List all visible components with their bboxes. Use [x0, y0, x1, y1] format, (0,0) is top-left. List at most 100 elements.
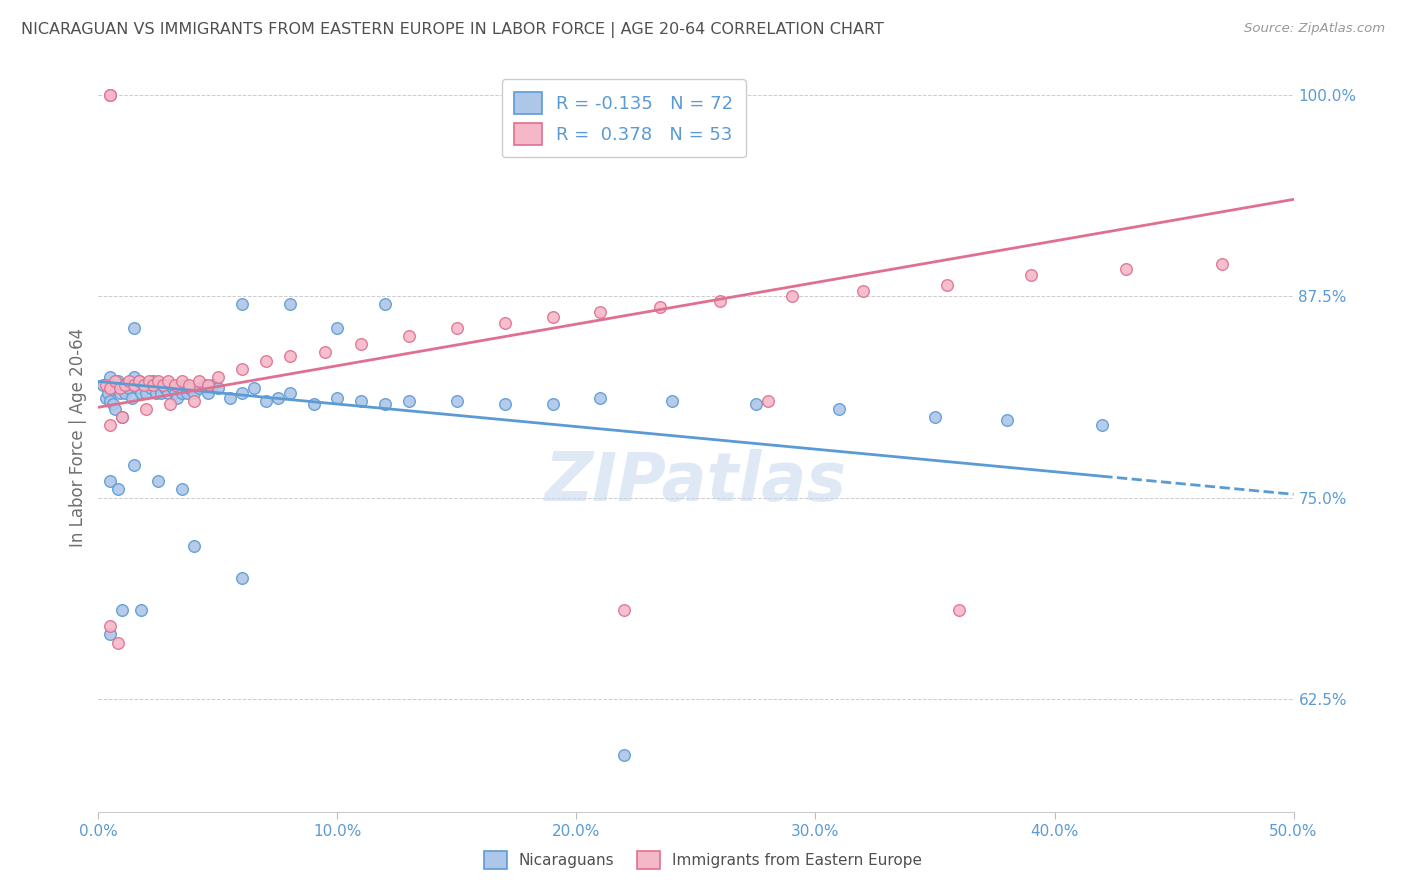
Point: [936, 277, 959, 292]
Point: [155, 381, 177, 395]
Point: [107, 375, 129, 389]
Point: [278, 385, 301, 400]
Point: [152, 377, 174, 392]
Point: [541, 397, 564, 411]
Point: [132, 377, 155, 392]
Point: [1115, 261, 1137, 276]
Point: [118, 381, 141, 395]
Point: [114, 385, 136, 400]
Point: [172, 385, 194, 400]
Point: [149, 385, 172, 400]
Point: [138, 375, 160, 389]
Point: [114, 377, 136, 392]
Point: [254, 393, 277, 408]
Point: [350, 337, 373, 351]
Point: [187, 381, 209, 395]
Point: [125, 381, 148, 395]
Point: [148, 375, 170, 389]
Point: [661, 393, 683, 408]
Point: [135, 385, 157, 400]
Point: [124, 377, 146, 392]
Point: [131, 385, 153, 400]
Point: [104, 381, 127, 395]
Point: [589, 391, 612, 405]
Point: [197, 385, 219, 400]
Point: [159, 377, 181, 392]
Point: [207, 381, 229, 395]
Point: [98, 87, 122, 102]
Point: [613, 748, 636, 763]
Point: [148, 377, 170, 392]
Point: [156, 385, 179, 400]
Point: [98, 393, 122, 408]
Point: [111, 409, 134, 424]
Point: [118, 375, 141, 389]
Text: Source: ZipAtlas.com: Source: ZipAtlas.com: [1244, 22, 1385, 36]
Point: [995, 413, 1018, 427]
Point: [1091, 417, 1114, 432]
Point: [231, 297, 253, 311]
Point: [446, 321, 468, 335]
Point: [948, 603, 970, 617]
Point: [780, 289, 803, 303]
Y-axis label: In Labor Force | Age 20-64: In Labor Force | Age 20-64: [69, 327, 87, 547]
Point: [197, 377, 219, 392]
Point: [231, 361, 253, 376]
Point: [374, 397, 396, 411]
Point: [709, 293, 731, 308]
Point: [745, 397, 768, 411]
Point: [398, 329, 420, 343]
Point: [124, 369, 146, 384]
Point: [98, 627, 122, 641]
Point: [613, 603, 636, 617]
Point: [193, 377, 215, 392]
Point: [152, 377, 174, 392]
Point: [162, 381, 184, 395]
Point: [187, 375, 209, 389]
Point: [267, 391, 290, 405]
Point: [111, 377, 134, 392]
Point: [541, 310, 564, 324]
Point: [202, 377, 225, 392]
Point: [159, 397, 181, 411]
Point: [183, 539, 205, 553]
Point: [278, 349, 301, 363]
Point: [107, 483, 129, 497]
Point: [172, 375, 194, 389]
Point: [494, 397, 516, 411]
Point: [132, 377, 155, 392]
Point: [207, 369, 229, 384]
Point: [173, 377, 195, 392]
Point: [326, 391, 349, 405]
Point: [124, 458, 146, 473]
Point: [111, 603, 134, 617]
Point: [172, 483, 194, 497]
Point: [94, 377, 117, 392]
Point: [828, 401, 851, 416]
Point: [98, 87, 122, 102]
Point: [111, 409, 134, 424]
Point: [302, 397, 325, 411]
Point: [166, 391, 188, 405]
Text: ZIPatlas: ZIPatlas: [546, 449, 846, 515]
Point: [128, 375, 150, 389]
Point: [446, 393, 468, 408]
Point: [148, 475, 170, 489]
Point: [1211, 257, 1233, 271]
Legend: R = -0.135   N = 72, R =  0.378   N = 53: R = -0.135 N = 72, R = 0.378 N = 53: [502, 79, 745, 157]
Point: [142, 377, 165, 392]
Point: [98, 417, 122, 432]
Point: [107, 635, 129, 649]
Point: [924, 409, 946, 424]
Legend: Nicaraguans, Immigrants from Eastern Europe: Nicaraguans, Immigrants from Eastern Eur…: [478, 845, 928, 875]
Point: [156, 375, 179, 389]
Point: [138, 377, 160, 392]
Point: [98, 619, 122, 633]
Point: [142, 375, 165, 389]
Point: [163, 377, 186, 392]
Point: [94, 391, 117, 405]
Point: [128, 375, 150, 389]
Point: [121, 391, 143, 405]
Point: [98, 369, 122, 384]
Point: [163, 385, 186, 400]
